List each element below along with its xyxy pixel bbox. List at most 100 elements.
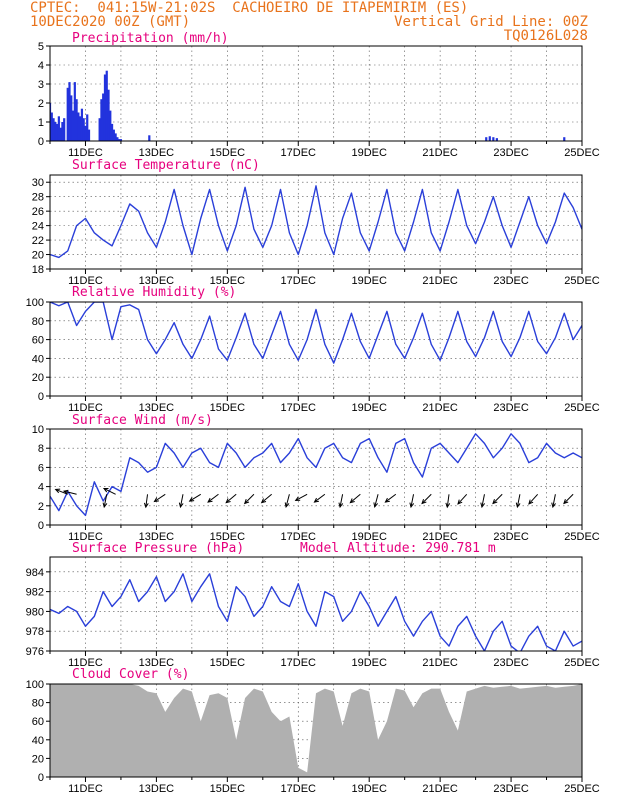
cloud-cover-area	[50, 684, 582, 777]
plot-frame	[49, 45, 583, 142]
panel-title: Precipitation (mm/h)	[72, 31, 229, 46]
x-tick-label: 25DEC	[564, 147, 600, 159]
y-tick-label: 30	[32, 177, 44, 189]
x-tick-label: 21DEC	[422, 275, 458, 287]
precip-bar	[63, 118, 66, 141]
x-tick-label: 25DEC	[564, 783, 600, 795]
precip-bar	[73, 82, 76, 141]
plot-area	[50, 433, 582, 517]
wind-arrow	[54, 488, 68, 495]
precip-bar	[79, 116, 82, 141]
wind-arrow	[528, 493, 539, 505]
x-tick-label: 11DEC	[68, 275, 103, 287]
x-tick-label: 21DEC	[422, 402, 458, 414]
precip-bar	[59, 127, 62, 141]
wind-arrow	[178, 494, 184, 509]
x-tick-label: 17DEC	[281, 783, 317, 795]
x-tick-label: 23DEC	[493, 275, 529, 287]
precip-bar	[66, 87, 69, 141]
panel-title: Relative Humidity (%)	[72, 285, 236, 300]
x-tick-label: 15DEC	[210, 531, 246, 543]
x-tick-label: 23DEC	[493, 402, 529, 414]
panel-title: Surface Pressure (hPa)	[72, 541, 244, 556]
wind-arrow	[225, 493, 237, 504]
x-tick-label: 15DEC	[210, 275, 246, 287]
precip-bar	[82, 118, 85, 141]
precip-bar	[80, 108, 84, 141]
plot-frame	[49, 556, 583, 652]
series-line	[50, 185, 582, 259]
wind-arrow	[102, 494, 108, 509]
precip-bar	[102, 93, 105, 141]
plot-frame	[49, 428, 583, 526]
wind-arrow	[457, 493, 468, 505]
panel-3: 0 20 40 60 80 100 11DEC 13DEC 15DEC 17DEC 19DEC 21D…	[26, 285, 600, 414]
x-tick-label: 13DEC	[139, 783, 175, 795]
precip-bar	[84, 125, 87, 141]
precip-bar	[495, 138, 498, 141]
x-tick-label: 21DEC	[422, 531, 458, 543]
wind-arrow	[480, 494, 486, 509]
precip-bar	[563, 137, 566, 141]
panel-title: Surface Temperature (nC)	[72, 158, 260, 173]
plot-area	[50, 302, 582, 364]
precip-bar	[100, 99, 103, 141]
x-tick-label: 23DEC	[493, 657, 529, 669]
precip-bar	[70, 95, 73, 141]
x-tick-label: 13DEC	[139, 147, 175, 159]
y-tick-label: 982	[26, 587, 44, 599]
y-tick-label: 100	[26, 679, 44, 691]
x-tick-label: 17DEC	[281, 402, 317, 414]
x-tick-label: 21DEC	[422, 657, 458, 669]
precip-bar	[109, 110, 112, 141]
precip-bar	[112, 129, 115, 141]
x-tick-label: 11DEC	[68, 147, 103, 159]
plot-area	[50, 70, 566, 141]
y-tick-label: 984	[26, 567, 44, 579]
x-tick-label: 19DEC	[351, 275, 387, 287]
x-tick-label: 11DEC	[68, 531, 103, 543]
wind-arrow	[515, 494, 521, 509]
precip-bar	[119, 139, 123, 141]
plot-frame	[49, 301, 583, 397]
wind-arrow	[563, 493, 574, 505]
x-tick-label: 19DEC	[351, 783, 387, 795]
y-tick-label: 24	[32, 221, 44, 233]
y-tick-label: 976	[26, 646, 44, 658]
wind-arrow	[313, 493, 326, 503]
x-tick-label: 25DEC	[564, 531, 600, 543]
plot-area	[50, 684, 582, 777]
y-tick-label: 8	[38, 443, 44, 455]
y-tick-label: 4	[38, 482, 44, 494]
series-line	[50, 433, 582, 517]
x-tick-label: 17DEC	[281, 531, 317, 543]
header-model-id: TQ0126L028	[503, 28, 588, 44]
precip-bar	[98, 118, 101, 141]
panel-2: 18 20 22 24 26 28 30 11DEC 13DEC 15DEC 17DEC 19DEC 2…	[32, 158, 600, 287]
y-tick-label: 10	[32, 424, 44, 436]
x-tick-label: 13DEC	[139, 657, 175, 669]
x-tick-label: 13DEC	[139, 275, 175, 287]
precip-bar	[55, 123, 59, 141]
precip-bar	[86, 114, 89, 141]
wind-arrow	[153, 493, 166, 503]
precip-bar	[75, 99, 78, 141]
wind-arrow	[188, 493, 201, 502]
series-line	[50, 302, 582, 364]
plot-area	[50, 573, 582, 651]
y-tick-label: 22	[32, 235, 44, 247]
precip-bar	[54, 122, 57, 141]
panel-6: 0 20 40 60 80 100 11DEC 13DEC 15DEC 17DEC 19DEC 21D…	[26, 667, 600, 795]
wind-arrow	[102, 487, 116, 495]
x-tick-label: 23DEC	[493, 783, 529, 795]
y-tick-label: 0	[38, 520, 44, 532]
x-tick-label: 11DEC	[68, 402, 103, 414]
precip-bar	[110, 123, 114, 141]
y-tick-label: 3	[38, 79, 44, 91]
y-tick-label: 980	[26, 606, 44, 618]
wind-arrow	[445, 494, 451, 509]
x-tick-label: 15DEC	[210, 402, 246, 414]
precip-bar	[148, 135, 151, 141]
y-tick-label: 60	[32, 335, 44, 347]
